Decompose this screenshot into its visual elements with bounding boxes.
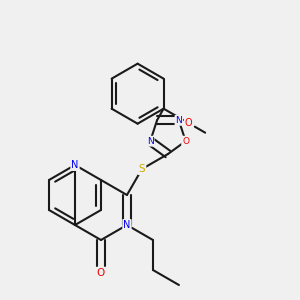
Text: N: N	[176, 116, 182, 125]
Text: N: N	[123, 220, 130, 230]
Text: N: N	[147, 137, 154, 146]
Text: O: O	[97, 268, 105, 278]
Text: S: S	[139, 164, 145, 174]
Text: O: O	[185, 118, 193, 128]
Text: N: N	[71, 160, 79, 170]
Text: O: O	[182, 137, 189, 146]
